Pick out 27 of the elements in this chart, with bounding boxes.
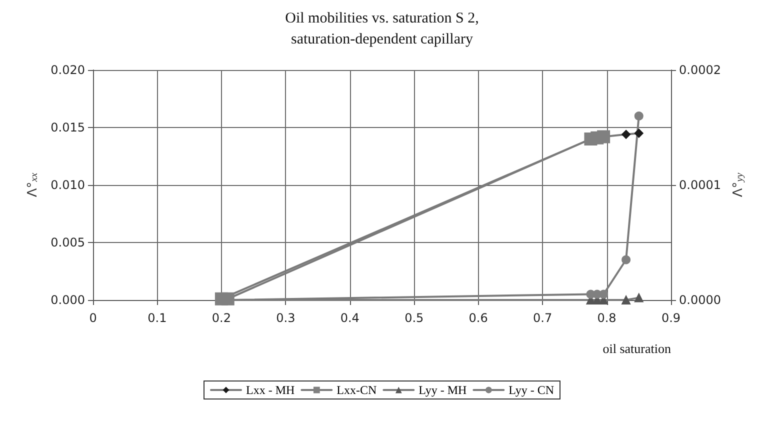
chart-title: Oil mobilities vs. saturation S 2, — [285, 10, 479, 26]
y-tick-label: 0.005 — [50, 236, 85, 250]
y-axis-title: Λ°xx — [26, 172, 41, 198]
y-tick-label: 0.020 — [50, 63, 85, 77]
x-tick-label: 0.5 — [404, 311, 424, 325]
x-tick-label: 0.9 — [661, 311, 681, 325]
legend-label: Lyy - MH — [418, 383, 467, 397]
x-tick-label: 0.6 — [468, 311, 488, 325]
x-tick-label: 0.3 — [276, 311, 296, 325]
x-tick-label: 0.7 — [533, 311, 552, 325]
x-tick-label: 0.1 — [148, 311, 167, 325]
x-tick-label: 0.2 — [212, 311, 231, 325]
x-tick-label: 0 — [89, 311, 97, 325]
y-tick-label: 0.010 — [50, 178, 85, 192]
x-tick-label: 0.8 — [597, 311, 616, 325]
x-axis-title: oil saturation — [602, 341, 672, 356]
y2-axis-title: Λ°yy — [730, 172, 746, 198]
legend-label: Lyy - CN — [508, 383, 554, 397]
legend-label: Lxx-CN — [336, 383, 377, 397]
x-tick-label: 0.4 — [340, 311, 360, 325]
y-tick-label: 0.000 — [50, 293, 85, 307]
y2-tick-label: 0.0002 — [679, 63, 721, 77]
y2-tick-label: 0.0000 — [679, 293, 721, 307]
legend-label: Lxx - MH — [246, 383, 295, 397]
chart-subtitle: saturation-dependent capillary — [290, 32, 474, 48]
y2-tick-label: 0.0001 — [679, 178, 721, 192]
y-tick-label: 0.015 — [50, 120, 85, 134]
